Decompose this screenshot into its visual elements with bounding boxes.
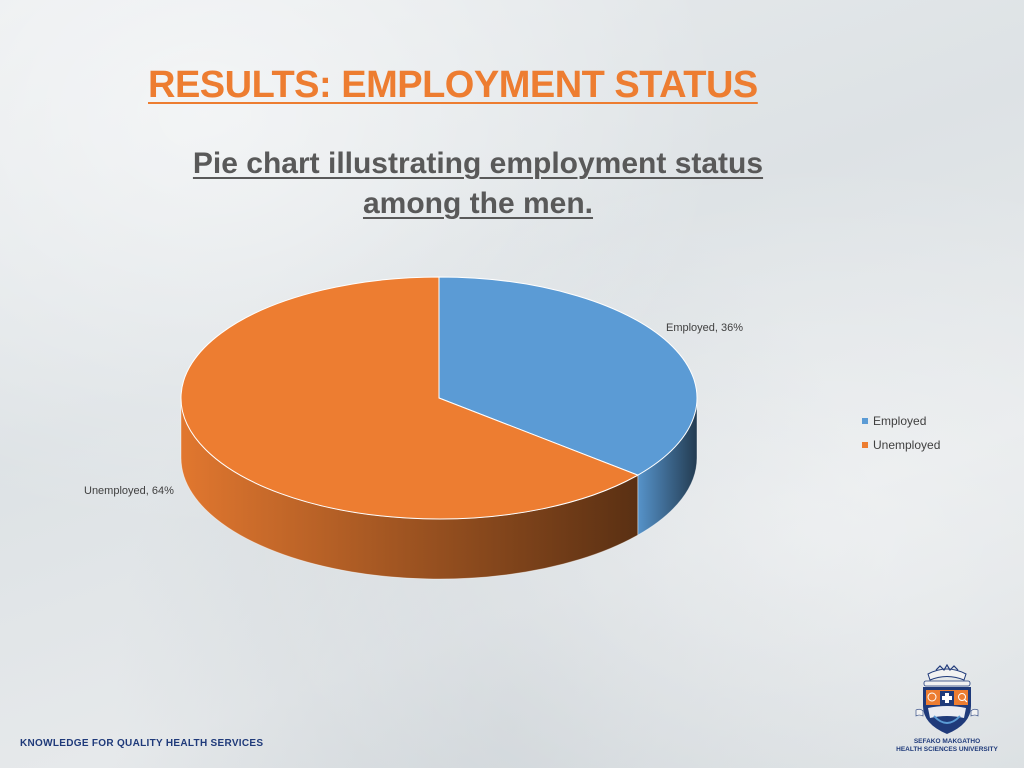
legend-item-unemployed: Unemployed <box>862 433 940 457</box>
university-crest-logo <box>915 664 979 734</box>
legend-label-employed: Employed <box>873 414 927 428</box>
slide-subtitle: Pie chart illustrating employment status… <box>140 144 816 224</box>
pie-slice-employed <box>438 276 698 476</box>
subtitle-line-2: among the men. <box>362 187 594 220</box>
data-label-employed: Employed, 36% <box>666 322 743 334</box>
legend-label-unemployed: Unemployed <box>873 438 941 452</box>
logo-caption: SEFAKO MAKGATHO HEALTH SCIENCES UNIVERSI… <box>880 738 1014 754</box>
legend-swatch-employed <box>862 418 868 424</box>
pie-slice-unemployed <box>180 276 639 520</box>
chart-legend: Employed Unemployed <box>862 409 940 457</box>
legend-swatch-unemployed <box>862 442 868 448</box>
logo-caption-line-2: HEALTH SCIENCES UNIVERSITY <box>896 746 998 753</box>
logo-caption-line-1: SEFAKO MAKGATHO <box>913 738 981 745</box>
data-label-unemployed: Unemployed, 64% <box>84 485 174 497</box>
subtitle-line-1: Pie chart illustrating employment status <box>192 147 764 180</box>
slide-title: RESULTS: EMPLOYMENT STATUS <box>148 64 758 106</box>
legend-item-employed: Employed <box>862 409 940 433</box>
footer-slogan: KNOWLEDGE FOR QUALITY HEALTH SERVICES <box>20 738 264 749</box>
